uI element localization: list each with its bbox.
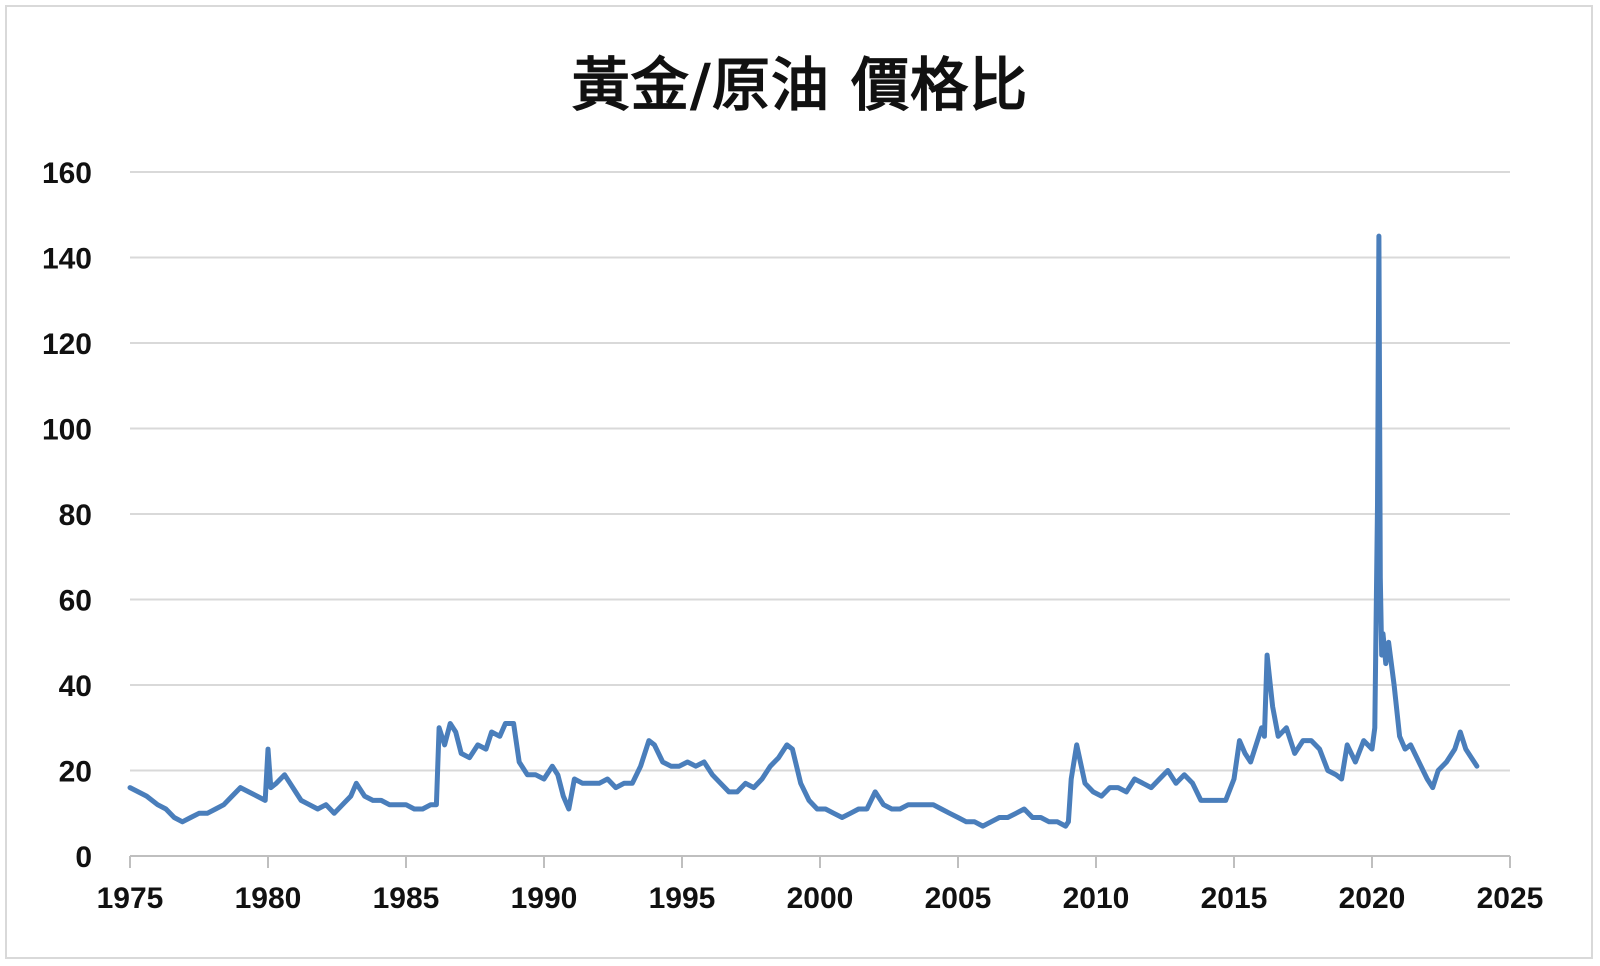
x-tick-label: 1975 <box>97 882 164 915</box>
y-tick-label: 80 <box>59 499 92 532</box>
y-tick-label: 60 <box>59 585 92 618</box>
x-tick-label: 1995 <box>649 882 716 915</box>
x-tick-label: 1980 <box>235 882 302 915</box>
x-tick-label: 2005 <box>925 882 992 915</box>
x-tick-label: 2010 <box>1063 882 1130 915</box>
chart-title: 黃金/原油 價格比 <box>571 51 1029 119</box>
x-tick-label: 1990 <box>511 882 578 915</box>
y-tick-label: 40 <box>59 670 92 703</box>
y-tick-label: 160 <box>42 157 92 190</box>
x-tick-label: 2020 <box>1339 882 1406 915</box>
y-tick-label: 100 <box>42 414 92 447</box>
x-tick-label: 1985 <box>373 882 440 915</box>
y-tick-label: 0 <box>75 841 92 874</box>
x-tick-label: 2015 <box>1201 882 1268 915</box>
y-tick-label: 120 <box>42 328 92 361</box>
series-line-gold-oil-ratio <box>127 233 1480 829</box>
x-tick-label: 2000 <box>787 882 854 915</box>
y-tick-label: 20 <box>59 756 92 789</box>
chart-frame <box>5 5 1593 959</box>
x-tick-label: 2025 <box>1477 882 1544 915</box>
y-tick-label: 140 <box>42 243 92 276</box>
